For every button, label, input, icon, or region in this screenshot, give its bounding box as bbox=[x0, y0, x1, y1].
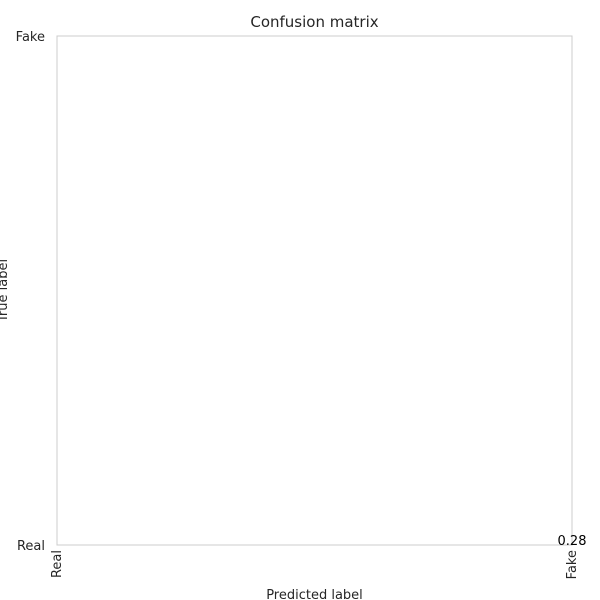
x-tick-label-fake: Fake bbox=[565, 550, 580, 579]
y-tick-label-real: Real bbox=[17, 539, 45, 554]
cell-annotations: 0.28 bbox=[558, 534, 587, 549]
x-tick-labels: Real Fake bbox=[50, 550, 580, 579]
chart-title: Confusion matrix bbox=[250, 13, 378, 31]
y-axis-label: True label bbox=[0, 259, 11, 323]
x-tick-label-real: Real bbox=[50, 550, 65, 578]
y-tick-label-fake: Fake bbox=[16, 30, 45, 45]
cell-annotation: 0.28 bbox=[558, 534, 587, 549]
plot-frame bbox=[56, 35, 573, 546]
y-tick-labels: Real Fake bbox=[16, 30, 45, 554]
x-axis-label: Predicted label bbox=[266, 588, 363, 600]
